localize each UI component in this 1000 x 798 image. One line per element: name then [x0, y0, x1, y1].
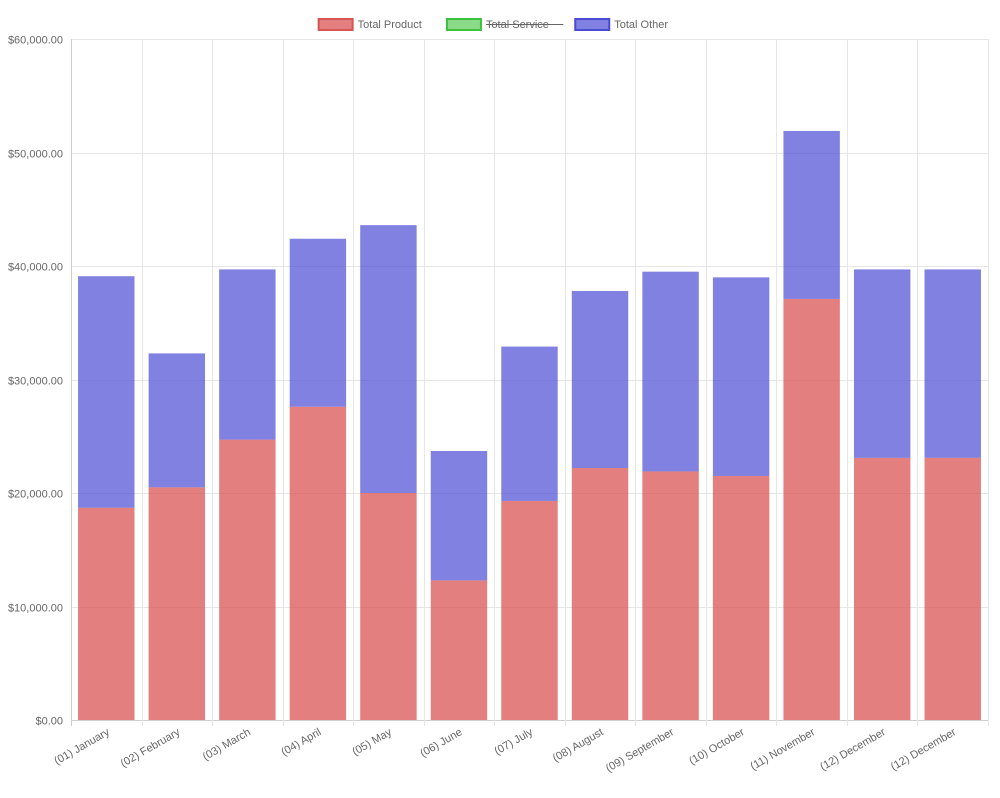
- bar-total-product[interactable]: [78, 507, 135, 720]
- y-tick-label: $60,000.00: [8, 35, 63, 47]
- x-tick-label: (10) October: [687, 726, 747, 767]
- x-tick-label: (08) August: [551, 726, 606, 765]
- bar-total-other[interactable]: [853, 269, 911, 458]
- x-tick-label: (04) April: [279, 726, 323, 758]
- x-tick-label: (11) November: [748, 726, 817, 773]
- x-tick-label: (01) January: [52, 726, 112, 768]
- y-tick-label: $40,000.00: [8, 262, 63, 274]
- legend-swatch: [574, 18, 611, 31]
- y-tick-label: $20,000.00: [8, 489, 63, 501]
- bar-total-product[interactable]: [289, 406, 347, 720]
- y-tick-label: $10,000.00: [8, 603, 63, 615]
- y-tick-label: $50,000.00: [8, 149, 63, 161]
- bar-total-product[interactable]: [571, 468, 629, 720]
- bar-total-other[interactable]: [501, 346, 558, 501]
- bar-total-other[interactable]: [783, 130, 840, 299]
- bar-total-other[interactable]: [924, 269, 981, 458]
- bar-total-product[interactable]: [148, 487, 206, 720]
- bar-total-product[interactable]: [430, 580, 488, 720]
- bar-total-other[interactable]: [642, 271, 699, 472]
- bars-layer: [78, 130, 981, 720]
- y-tick-label: $0.00: [35, 716, 63, 728]
- x-tick-label: (02) February: [119, 726, 183, 770]
- bar-total-product[interactable]: [501, 500, 558, 720]
- bar-total-other[interactable]: [571, 290, 629, 469]
- legend-label: Total Product: [358, 19, 422, 31]
- bar-total-other[interactable]: [289, 238, 347, 407]
- x-tick-label: (03) March: [201, 726, 253, 763]
- bar-total-other[interactable]: [219, 269, 276, 440]
- grid-layer: [71, 39, 989, 726]
- bar-total-product[interactable]: [853, 457, 911, 720]
- legend-swatch: [445, 18, 482, 31]
- bar-total-other[interactable]: [430, 451, 488, 581]
- x-tick-label: (09) September: [604, 726, 676, 775]
- legend[interactable]: Total Product Total Service Total Other: [317, 18, 669, 31]
- bar-total-other[interactable]: [360, 225, 417, 493]
- legend-label: Total Other: [614, 19, 668, 31]
- legend-item-total-other[interactable]: Total Other: [574, 18, 668, 31]
- legend-item-total-service[interactable]: Total Service: [445, 18, 564, 31]
- legend-item-total-product[interactable]: Total Product: [317, 18, 422, 31]
- x-tick-label: (07) July: [492, 726, 535, 758]
- x-tick-label: (12) December: [818, 726, 888, 773]
- bar-total-product[interactable]: [924, 457, 981, 720]
- x-tick-label: (05) May: [350, 726, 394, 758]
- bar-total-product[interactable]: [219, 439, 276, 720]
- x-tick-label: (12) December: [889, 726, 959, 773]
- bar-total-other[interactable]: [148, 353, 206, 488]
- bar-total-product[interactable]: [642, 471, 699, 720]
- bar-total-product[interactable]: [360, 493, 417, 720]
- bar-total-product[interactable]: [712, 475, 770, 720]
- legend-swatch: [317, 18, 354, 31]
- x-tick-label: (06) June: [418, 726, 464, 760]
- bar-total-other[interactable]: [78, 276, 135, 508]
- bar-total-product[interactable]: [783, 298, 840, 720]
- y-tick-label: $30,000.00: [8, 376, 63, 388]
- bar-total-other[interactable]: [712, 277, 770, 476]
